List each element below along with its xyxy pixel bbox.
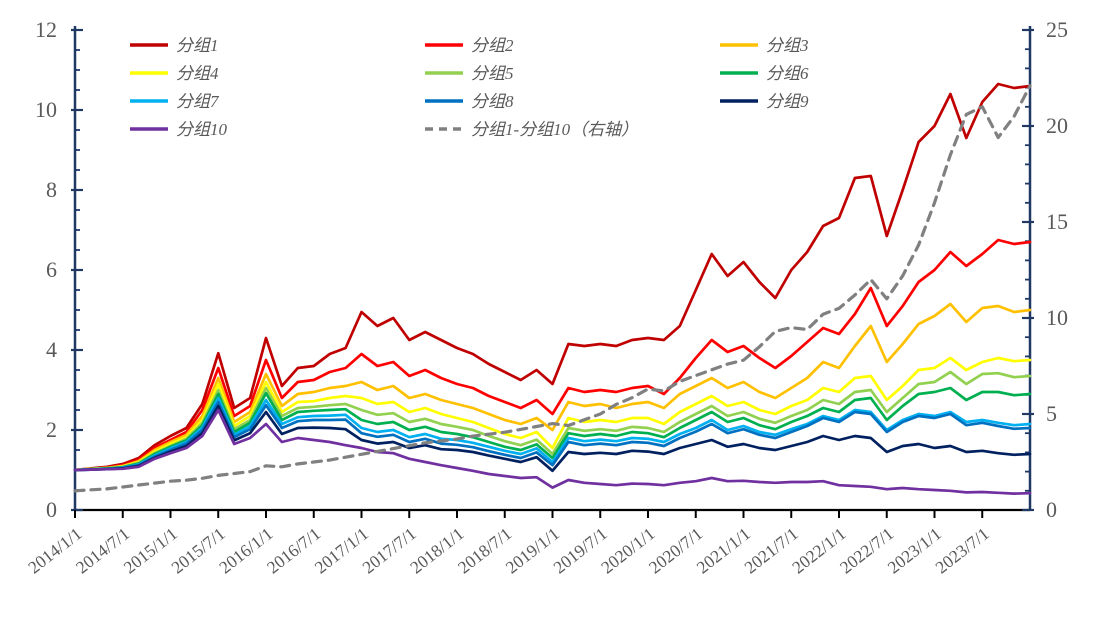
x-axis-tick-label: 2020/7/1 [645, 523, 706, 577]
legend-label: 分组8 [471, 92, 514, 111]
x-axis-tick-label: 2022/7/1 [836, 523, 897, 577]
series-line-9 [73, 404, 1032, 473]
legend-label: 分组1-分组10（右轴） [471, 120, 638, 139]
legend-label: 分组9 [766, 92, 809, 111]
left-axis-tick-label: 8 [46, 177, 57, 202]
legend-item: 分组4 [130, 64, 219, 83]
legend-label: 分组5 [471, 64, 514, 83]
legend-label: 分组4 [176, 64, 219, 83]
series-line-10 [73, 408, 1032, 495]
x-axis-tick-label: 2016/7/1 [263, 523, 324, 577]
x-axis-tick-label: 2020/1/1 [597, 523, 658, 577]
axes [71, 26, 1034, 518]
legend-item: 分组8 [425, 92, 514, 111]
left-axis-tick-label: 10 [35, 97, 57, 122]
legend-label: 分组7 [176, 92, 220, 111]
left-axis-tick-label: 0 [46, 497, 57, 522]
x-axis-tick-label: 2018/7/1 [454, 523, 515, 577]
legend-item: 分组9 [720, 92, 809, 111]
x-axis-tick-label: 2014/7/1 [72, 523, 133, 577]
right-axis-tick-label: 10 [1046, 305, 1068, 330]
x-axis-tick-label: 2014/1/1 [24, 523, 85, 577]
left-axis-tick-label: 2 [46, 417, 57, 442]
right-axis-tick-label: 25 [1046, 17, 1068, 42]
legend-label: 分组6 [766, 64, 809, 83]
legend-item: 分组5 [425, 64, 514, 83]
x-axis-tick-label: 2021/1/1 [693, 523, 754, 577]
right-axis-tick-label: 15 [1046, 209, 1068, 234]
x-axis-tick-label: 2015/7/1 [167, 523, 228, 577]
legend-item: 分组6 [720, 64, 809, 83]
x-axis-tick-label: 2017/7/1 [358, 523, 419, 577]
right-axis-tick-label: 0 [1046, 497, 1057, 522]
legend-label: 分组2 [471, 36, 514, 55]
legend-item: 分组2 [425, 36, 514, 55]
legend-item: 分组3 [720, 36, 809, 55]
legend-label: 分组3 [766, 36, 809, 55]
legend-label: 分组10 [176, 120, 227, 139]
legend-item: 分组10 [130, 120, 227, 139]
left-axis-tick-label: 4 [46, 337, 57, 362]
legend-label: 分组1 [176, 36, 219, 55]
x-axis-tick-label: 2017/1/1 [311, 523, 372, 577]
series-lines [73, 82, 1032, 495]
x-axis-tick-label: 2016/1/1 [215, 523, 276, 577]
right-axis-tick-label: 5 [1046, 401, 1057, 426]
x-axis-tick-label: 2021/7/1 [740, 523, 801, 577]
legend-item: 分组1 [130, 36, 219, 55]
series-line-11 [73, 84, 1032, 493]
x-axis-tick-label: 2022/1/1 [788, 523, 849, 577]
left-axis-tick-label: 12 [35, 17, 57, 42]
x-axis-tick-label: 2015/1/1 [120, 523, 181, 577]
legend-item: 分组1-分组10（右轴） [425, 120, 638, 139]
x-axis-tick-label: 2019/1/1 [502, 523, 563, 577]
left-axis-tick-label: 6 [46, 257, 57, 282]
series-line-1 [73, 82, 1032, 472]
right-axis-tick-label: 20 [1046, 113, 1068, 138]
x-axis-tick-label: 2018/1/1 [406, 523, 467, 577]
legend-item: 分组7 [130, 92, 220, 111]
legend: 分组1 分组2 分组3 分组4 分组5 分组6 分组7 分组8 分组9 分组10 分组1-分组10（… [130, 36, 809, 139]
x-axis-tick-label: 2019/7/1 [549, 523, 610, 577]
series-line-2 [73, 238, 1032, 472]
series-line-3 [73, 302, 1032, 472]
x-axis-tick-label: 2023/7/1 [931, 523, 992, 577]
x-axis-tick-label: 2023/1/1 [884, 523, 945, 577]
